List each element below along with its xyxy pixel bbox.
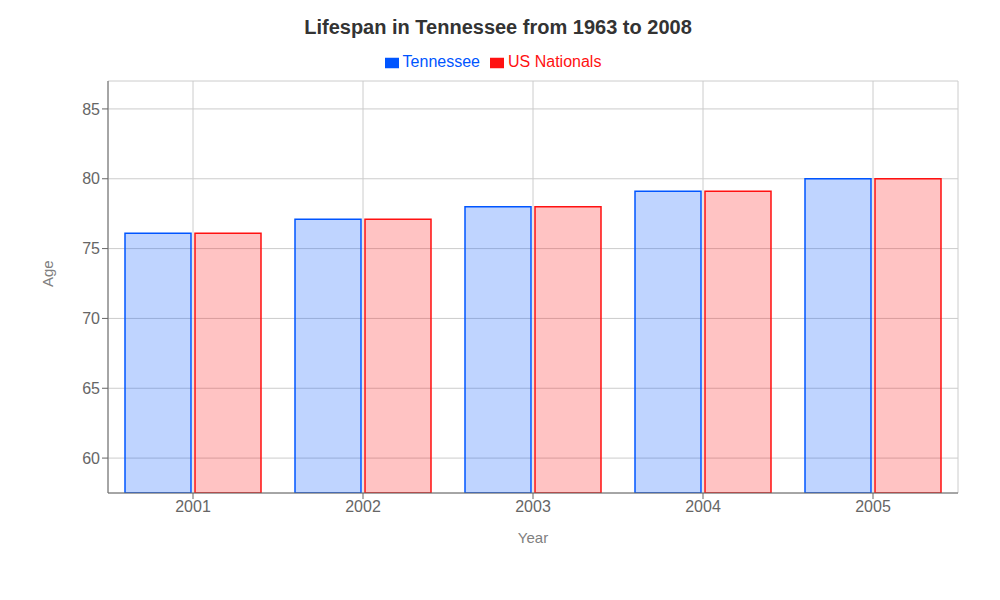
- svg-text:70: 70: [82, 310, 100, 327]
- svg-text:80: 80: [82, 170, 100, 187]
- svg-text:Age: Age: [39, 260, 56, 287]
- svg-text:2003: 2003: [515, 498, 551, 515]
- html-text:Lifespan in Tennessee from 196: Lifespan in Tennessee from 1963 to 2008: [304, 16, 692, 38]
- html-text:US Nationals: US Nationals: [508, 53, 602, 70]
- svg-text:2004: 2004: [685, 498, 721, 515]
- svg-text:60: 60: [82, 450, 100, 467]
- svg-text:2001: 2001: [175, 498, 211, 515]
- svg-text:85: 85: [82, 101, 100, 118]
- svg-text:65: 65: [82, 380, 100, 397]
- html-text:Tennessee: Tennessee: [402, 53, 480, 70]
- svg-text:2002: 2002: [345, 498, 381, 515]
- svg-text:75: 75: [82, 240, 100, 257]
- svg-text:Year: Year: [518, 529, 548, 546]
- svg-text:2005: 2005: [855, 498, 891, 515]
